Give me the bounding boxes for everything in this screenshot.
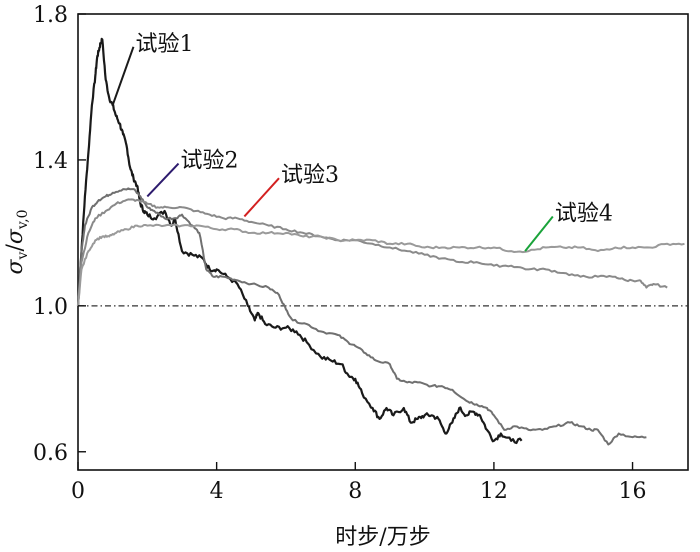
y-tick-label: 0.6 xyxy=(33,441,68,466)
x-tick-label: 0 xyxy=(71,479,85,504)
annotation-leader-4 xyxy=(524,215,554,252)
series-line-2 xyxy=(77,187,647,446)
series-layer xyxy=(76,37,685,446)
annotation-label-4: 试验4 xyxy=(555,201,613,226)
svg-text:σv/σv,0: σv/σv,0 xyxy=(3,209,31,274)
y-tick-label: 1.4 xyxy=(33,149,68,174)
plot-frame xyxy=(77,13,689,471)
y-axis-sub-2: v,0 xyxy=(15,209,31,230)
annotation-label-3: 试验3 xyxy=(281,163,339,188)
annotation-label-1: 试验1 xyxy=(135,32,193,57)
annotation-leader-2 xyxy=(146,162,180,198)
y-axis-title: σv/σv,0 xyxy=(3,209,31,274)
tick-layer: 0 4 8 12 16 0.6 1.0 1.4 1.8 xyxy=(33,3,647,504)
x-tick-label: 12 xyxy=(480,479,508,504)
x-axis-title: 时步/万步 xyxy=(335,525,430,550)
y-axis-slash: / xyxy=(3,244,28,252)
y-axis-sub-1: v xyxy=(15,251,31,260)
annotation-label-2: 试验2 xyxy=(181,149,239,174)
series-line-4 xyxy=(77,223,685,306)
annotation-leader-3 xyxy=(243,177,280,218)
y-tick-label: 1.0 xyxy=(33,295,68,320)
x-tick-label: 4 xyxy=(210,479,224,504)
y-axis-sigma-2: σ xyxy=(3,228,28,244)
annotation-leader-1 xyxy=(111,46,135,106)
y-tick-label: 1.8 xyxy=(33,3,68,28)
annotation-layer: 试验1 试验2 试验3 试验4 xyxy=(111,32,613,252)
series-line-1 xyxy=(76,37,523,445)
x-tick-label: 16 xyxy=(619,479,647,504)
x-tick-label: 8 xyxy=(348,479,362,504)
y-axis-sigma-1: σ xyxy=(3,259,28,275)
